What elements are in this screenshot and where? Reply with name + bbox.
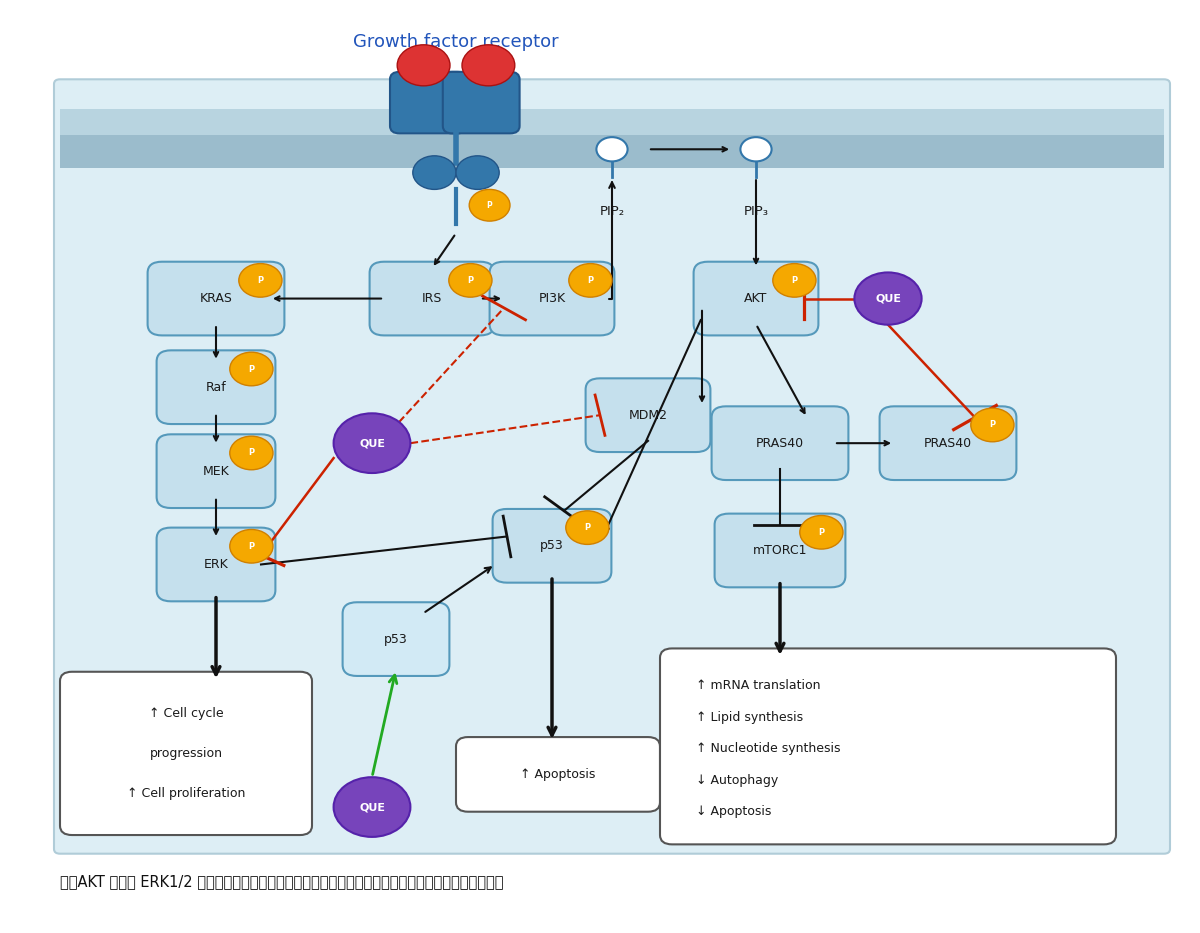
Circle shape (469, 189, 510, 221)
Circle shape (413, 156, 456, 189)
FancyBboxPatch shape (343, 603, 449, 675)
Text: Raf: Raf (205, 381, 227, 394)
Text: P: P (791, 276, 798, 285)
FancyBboxPatch shape (60, 135, 1164, 168)
FancyBboxPatch shape (493, 509, 612, 582)
Text: p53: p53 (384, 633, 408, 646)
Text: ERK: ERK (204, 558, 228, 571)
Text: MDM2: MDM2 (629, 409, 667, 422)
Text: ↑ Lipid synthesis: ↑ Lipid synthesis (696, 711, 803, 724)
FancyBboxPatch shape (390, 72, 467, 133)
Text: 図．AKT および ERK1/2 シグナル伝達経路は、細胞の生存と増殖を促進し、アポトーシスを抑制する。: 図．AKT および ERK1/2 シグナル伝達経路は、細胞の生存と増殖を促進し、… (60, 874, 504, 889)
Text: P: P (487, 201, 492, 210)
Text: ↑ mRNA translation: ↑ mRNA translation (696, 679, 821, 692)
Text: P: P (587, 276, 594, 285)
Circle shape (334, 777, 410, 837)
FancyBboxPatch shape (148, 261, 284, 335)
FancyBboxPatch shape (60, 672, 312, 835)
Circle shape (854, 272, 922, 325)
Circle shape (397, 45, 450, 86)
Text: QUE: QUE (359, 802, 385, 812)
FancyBboxPatch shape (156, 528, 276, 602)
Circle shape (334, 413, 410, 473)
Text: AKT: AKT (744, 292, 768, 305)
Text: KRAS: KRAS (199, 292, 233, 305)
FancyBboxPatch shape (715, 513, 845, 588)
Text: PI3K: PI3K (539, 292, 565, 305)
Text: PRAS40: PRAS40 (924, 437, 972, 450)
FancyBboxPatch shape (880, 407, 1016, 480)
Text: ↑ Cell cycle: ↑ Cell cycle (149, 707, 223, 720)
Circle shape (740, 137, 772, 161)
Text: mTORC1: mTORC1 (752, 544, 808, 557)
Circle shape (456, 156, 499, 189)
Circle shape (449, 263, 492, 297)
Text: MEK: MEK (203, 465, 229, 478)
Circle shape (229, 437, 274, 470)
FancyBboxPatch shape (660, 648, 1116, 844)
FancyBboxPatch shape (586, 379, 710, 452)
FancyBboxPatch shape (156, 435, 276, 508)
Text: ↑ Nucleotide synthesis: ↑ Nucleotide synthesis (696, 743, 840, 755)
FancyBboxPatch shape (712, 407, 848, 480)
Circle shape (462, 45, 515, 86)
Circle shape (229, 529, 274, 563)
Text: P: P (467, 276, 474, 285)
Text: ↑ Apoptosis: ↑ Apoptosis (521, 768, 595, 781)
FancyBboxPatch shape (456, 737, 660, 812)
Circle shape (799, 515, 842, 549)
Circle shape (239, 263, 282, 297)
Circle shape (971, 409, 1014, 442)
Text: IRS: IRS (422, 292, 442, 305)
Circle shape (569, 263, 612, 297)
FancyBboxPatch shape (60, 109, 1164, 135)
Text: QUE: QUE (875, 294, 901, 303)
Circle shape (566, 511, 610, 544)
Text: P: P (257, 276, 264, 285)
Text: P: P (248, 449, 254, 457)
Text: PIP₂: PIP₂ (600, 205, 624, 218)
Circle shape (596, 137, 628, 161)
Text: PRAS40: PRAS40 (756, 437, 804, 450)
Text: Growth factor receptor: Growth factor receptor (353, 33, 559, 51)
Text: QUE: QUE (359, 439, 385, 448)
Text: PIP₃: PIP₃ (744, 205, 768, 218)
Text: P: P (248, 365, 254, 373)
FancyBboxPatch shape (694, 261, 818, 335)
Text: ↑ Cell proliferation: ↑ Cell proliferation (127, 787, 245, 800)
Text: P: P (584, 523, 590, 532)
Text: p53: p53 (540, 539, 564, 552)
FancyBboxPatch shape (443, 72, 520, 133)
Text: P: P (818, 528, 824, 536)
FancyBboxPatch shape (370, 261, 494, 335)
FancyBboxPatch shape (54, 79, 1170, 854)
Text: ↓ Apoptosis: ↓ Apoptosis (696, 805, 772, 818)
Circle shape (229, 352, 274, 386)
Text: progression: progression (150, 747, 222, 759)
Text: ↓ Autophagy: ↓ Autophagy (696, 773, 779, 787)
FancyBboxPatch shape (490, 261, 614, 335)
Circle shape (773, 263, 816, 297)
Text: P: P (989, 421, 996, 429)
FancyBboxPatch shape (156, 351, 276, 424)
Text: P: P (248, 542, 254, 550)
